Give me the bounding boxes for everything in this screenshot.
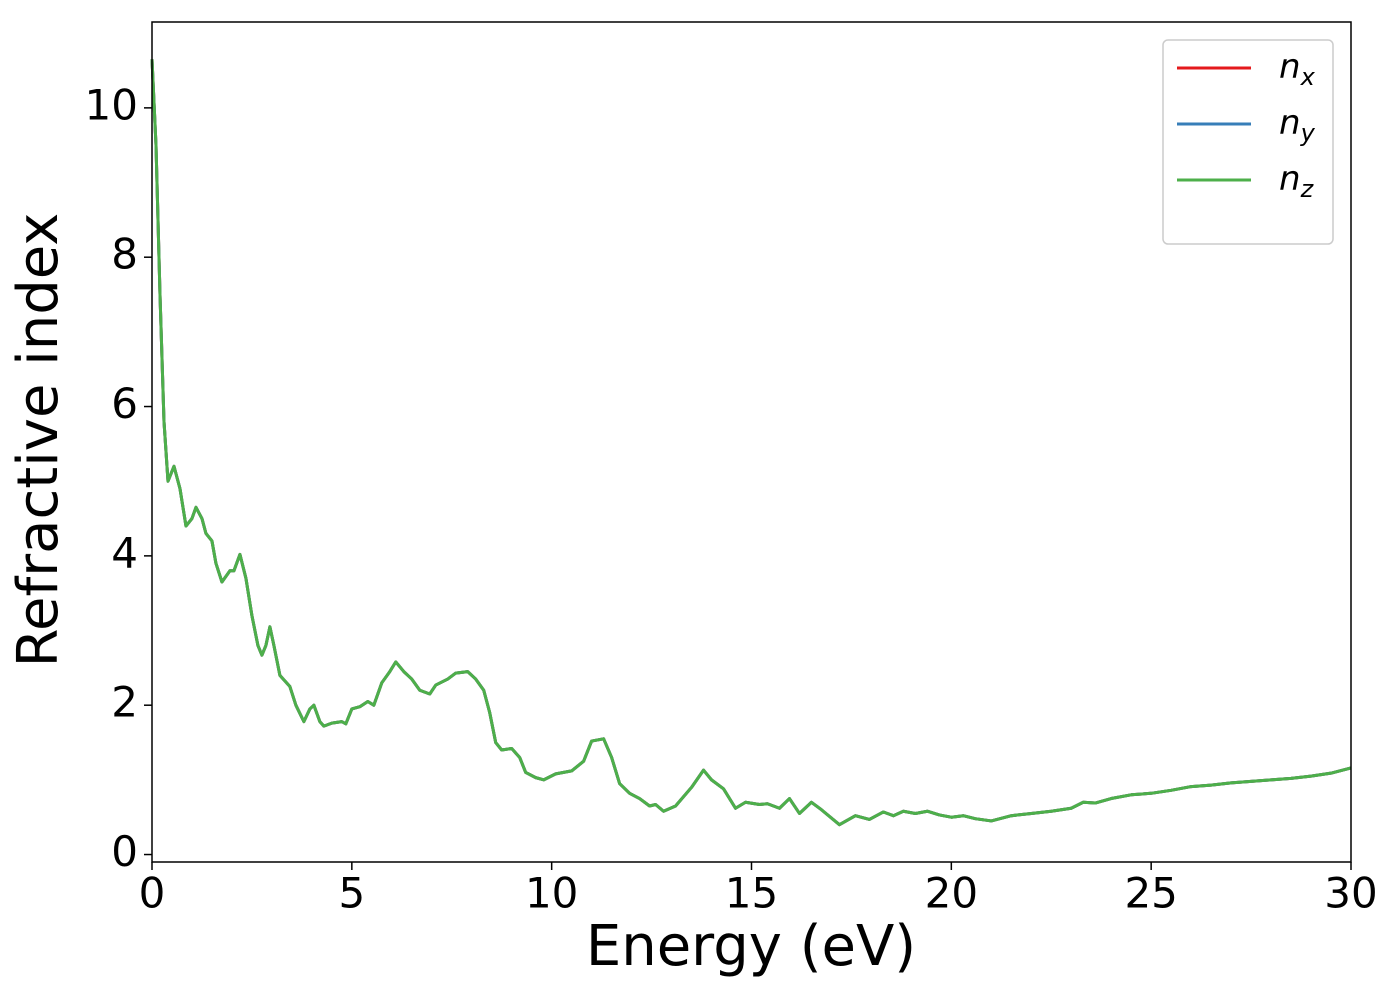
legend: nx ny nz bbox=[1162, 39, 1334, 245]
y-axis-label: Refractive index bbox=[6, 213, 71, 668]
x-tick-label: 15 bbox=[725, 869, 778, 918]
x-tick-label: 25 bbox=[1124, 869, 1177, 918]
legend-label: nz bbox=[1279, 159, 1315, 204]
x-tick-label: 30 bbox=[1324, 869, 1377, 918]
x-tick-label: 20 bbox=[925, 869, 978, 918]
y-tick-label: 4 bbox=[111, 528, 138, 577]
y-tick-label: 6 bbox=[111, 379, 138, 428]
y-tick-label: 2 bbox=[111, 678, 138, 727]
x-tick-label: 5 bbox=[338, 869, 365, 918]
legend-label: nx bbox=[1279, 47, 1316, 92]
y-tick-label: 0 bbox=[111, 827, 138, 876]
y-tick-label: 8 bbox=[111, 230, 138, 279]
legend-label: ny bbox=[1279, 103, 1316, 148]
y-tick-label: 10 bbox=[85, 80, 138, 129]
plot-frame bbox=[151, 21, 1352, 863]
series-line bbox=[150, 59, 1352, 827]
legend-box bbox=[1162, 39, 1334, 245]
x-tick-label: 10 bbox=[525, 869, 578, 918]
x-axis-label: Energy (eV) bbox=[586, 914, 916, 979]
x-tick-label: 0 bbox=[139, 869, 166, 918]
